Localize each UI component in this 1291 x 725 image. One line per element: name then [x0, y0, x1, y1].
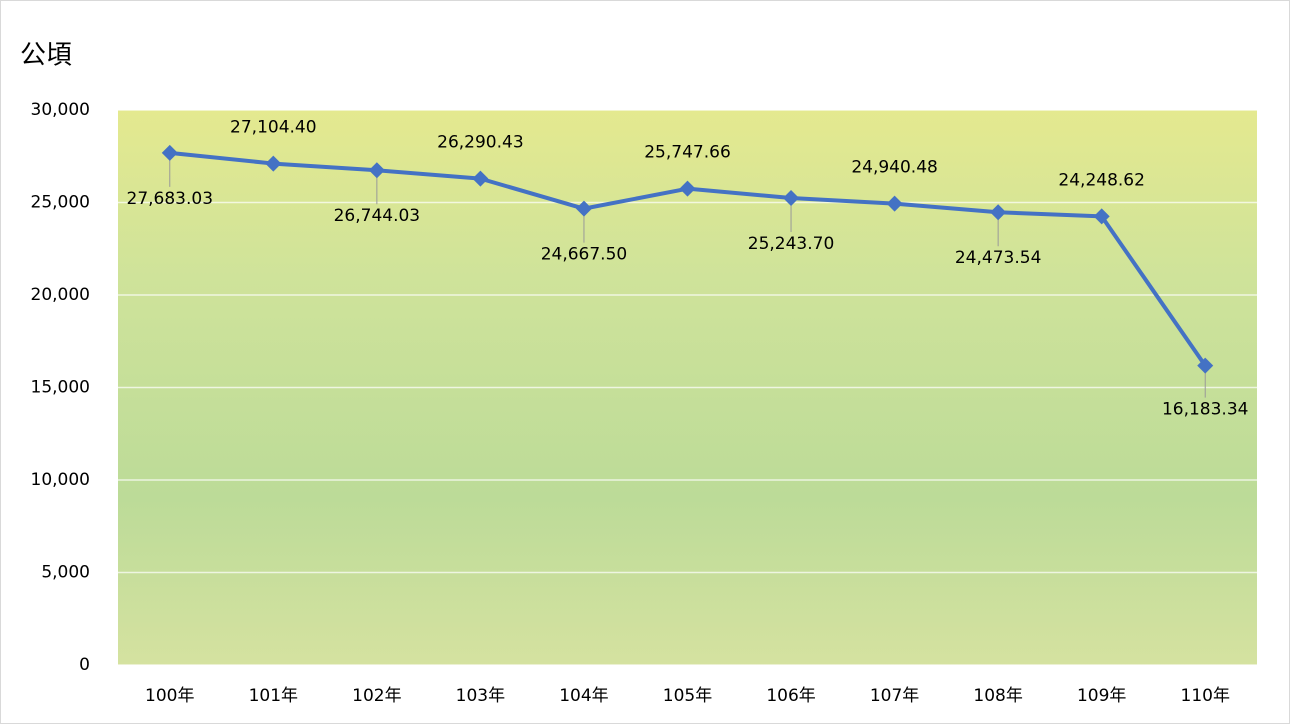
point-marker [783, 189, 800, 206]
data-label: 25,747.66 [644, 143, 731, 163]
x-tick-label: 110年 [1181, 686, 1230, 706]
data-label: 24,248.62 [1058, 170, 1145, 190]
point-marker [1093, 208, 1110, 225]
data-label: 27,104.40 [230, 118, 317, 138]
point-marker [265, 155, 282, 172]
x-tick-label: 109年 [1077, 686, 1126, 706]
data-label: 24,473.54 [955, 248, 1042, 268]
point-marker [1197, 357, 1214, 374]
point-marker [575, 200, 592, 217]
y-tick-label: 30,000 [31, 100, 90, 120]
point-marker [679, 180, 696, 197]
x-tick-label: 108年 [973, 686, 1022, 706]
y-tick-label: 10,000 [31, 470, 90, 490]
point-marker [990, 204, 1007, 221]
data-label: 26,290.43 [437, 133, 524, 153]
y-axis-title: 公頃 [20, 41, 72, 71]
point-marker [368, 162, 385, 179]
x-tick-label: 105年 [663, 686, 712, 706]
x-tick-label: 103年 [456, 686, 505, 706]
y-tick-label: 0 [79, 655, 90, 675]
data-label: 26,744.03 [334, 206, 421, 226]
data-label: 24,940.48 [851, 158, 938, 178]
data-label: 27,683.03 [127, 189, 214, 209]
point-marker [472, 170, 489, 187]
x-tick-label: 102年 [352, 686, 401, 706]
point-marker [886, 195, 903, 212]
x-tick-label: 106年 [766, 686, 815, 706]
x-tick-label: 104年 [559, 686, 608, 706]
x-tick-label: 101年 [249, 686, 298, 706]
x-tick-label: 100年 [145, 686, 194, 706]
y-tick-label: 25,000 [31, 193, 90, 213]
data-label: 16,183.34 [1162, 400, 1249, 420]
y-tick-label: 5,000 [41, 563, 90, 583]
data-label: 25,243.70 [748, 234, 835, 254]
y-tick-label: 20,000 [31, 285, 90, 305]
point-marker [161, 144, 178, 161]
data-label: 24,667.50 [541, 245, 628, 265]
y-tick-label: 15,000 [31, 378, 90, 398]
x-tick-label: 107年 [870, 686, 919, 706]
